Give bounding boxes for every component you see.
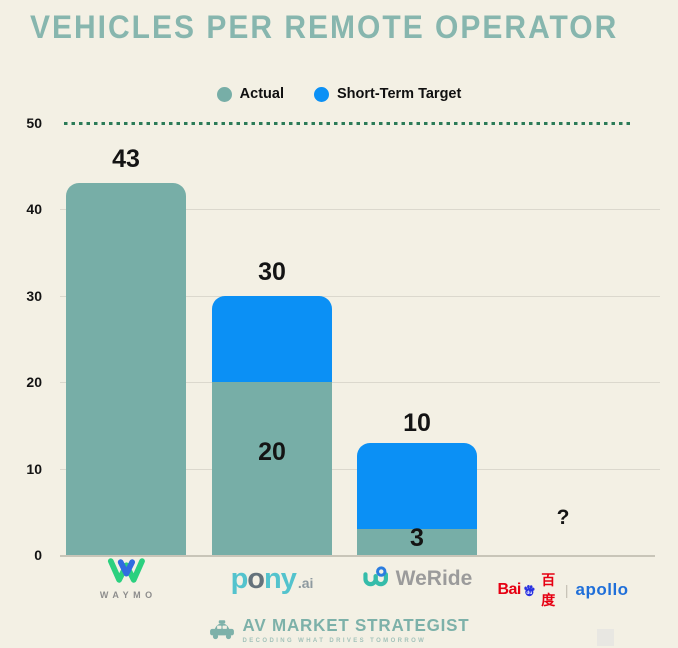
x-label-weride: WeRide	[362, 558, 473, 592]
bar-segment-actual	[66, 183, 186, 555]
logo-divider: |	[564, 582, 569, 598]
bar-segment-actual	[357, 529, 477, 555]
bar-value-label: 20	[258, 438, 286, 467]
gridline	[60, 295, 660, 297]
bar-value-label: 30	[258, 257, 286, 286]
bar-value-label: 43	[112, 145, 140, 174]
baidu-chinese-text: 百度	[541, 572, 556, 608]
pony-wordmark: pony	[230, 563, 297, 595]
watermark-artifact	[597, 629, 614, 646]
gridline	[60, 382, 660, 384]
x-axis-baseline	[60, 555, 655, 557]
legend-label-actual: Actual	[239, 86, 284, 102]
waymo-logo-icon	[107, 558, 145, 583]
apollo-wordmark: apollo	[575, 580, 629, 599]
legend-label-target: Short-Term Target	[336, 86, 462, 102]
legend-item-short-term-target: Short-Term Target	[313, 86, 462, 102]
bar-segment-short-term-target	[357, 442, 477, 530]
y-tick-label: 30	[26, 287, 42, 304]
svg-text:du: du	[527, 589, 533, 595]
gridline	[60, 209, 660, 211]
weride-logo-icon	[363, 566, 388, 587]
reference-line-50	[64, 122, 630, 125]
legend-item-actual: Actual	[216, 86, 284, 102]
footer-brand-lockup: AV MARKET STRATEGIST DECODING WHAT DRIVE…	[0, 616, 678, 644]
y-tick-label: 10	[26, 460, 42, 477]
legend: Actual Short-Term Target	[0, 86, 678, 102]
x-label-baidu-apollo: Bai du 百度 | apollo	[497, 558, 628, 610]
weride-wordmark: WeRide	[395, 567, 473, 590]
footer-brand-name: AV MARKET STRATEGIST	[242, 615, 470, 636]
y-tick-label: 40	[26, 201, 42, 218]
x-label-waymo: WAYMO	[95, 558, 156, 600]
bar-segment-short-term-target	[212, 295, 332, 383]
y-tick-label: 0	[34, 547, 42, 563]
bar-segment-actual	[212, 382, 332, 555]
bar-value-label: 10	[403, 408, 431, 437]
legend-dot-target-icon	[313, 86, 329, 102]
waymo-wordmark: WAYMO	[99, 590, 157, 600]
legend-dot-actual-icon	[216, 86, 232, 102]
pony-ai-suffix: .ai	[297, 575, 314, 591]
bar-value-label: 3	[410, 523, 424, 552]
x-label-pony: pony .ai	[231, 558, 314, 594]
bar-value-label: ?	[556, 505, 570, 529]
page-title: VEHICLES PER REMOTE OPERATOR	[30, 10, 619, 46]
baidu-paw-icon: du	[524, 584, 535, 596]
taxi-icon	[209, 620, 234, 640]
baidu-bai-text: Bai	[497, 581, 521, 598]
y-tick-label: 20	[26, 374, 42, 391]
footer-tagline: DECODING WHAT DRIVES TOMORROW	[242, 638, 427, 644]
y-tick-label: 50	[26, 115, 42, 131]
